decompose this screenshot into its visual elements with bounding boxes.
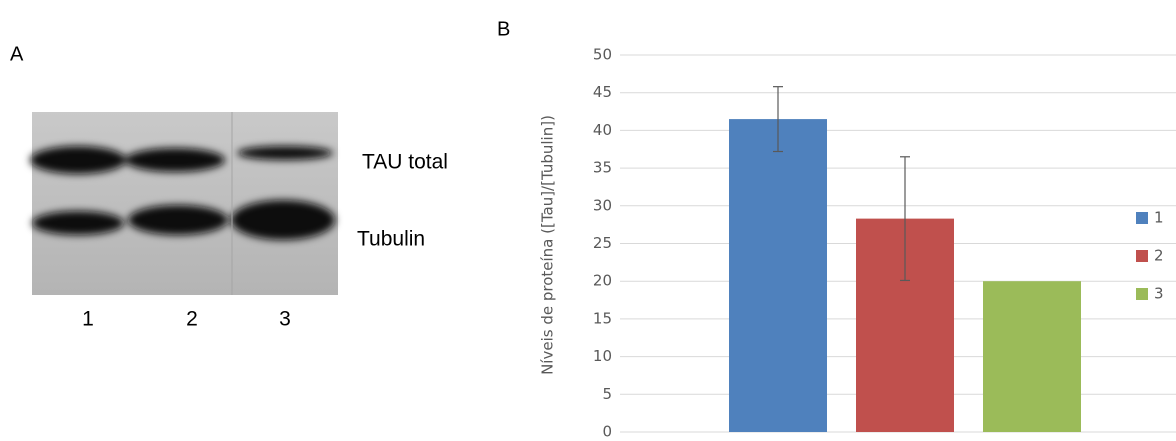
y-tick-label: 45	[593, 83, 612, 101]
lane-label: 2	[186, 308, 198, 331]
legend-swatch	[1136, 250, 1148, 262]
y-tick-label: 35	[593, 159, 612, 177]
lane-label: 3	[279, 308, 291, 331]
y-tick-label: 5	[602, 385, 612, 403]
panel-label: B	[497, 18, 510, 40]
legend-swatch	[1136, 288, 1148, 300]
y-tick-label: 10	[593, 347, 612, 365]
y-tick-label: 20	[593, 272, 612, 290]
bar	[729, 119, 827, 432]
y-tick-label: 40	[593, 121, 612, 139]
panel-a: A TAU total Tubulin 1 2 3	[10, 43, 448, 330]
panel-label: A	[10, 43, 24, 65]
band-label: TAU total	[362, 151, 448, 174]
y-tick-label: 0	[602, 423, 612, 441]
y-tick-label: 25	[593, 234, 612, 252]
y-tick-label: 30	[593, 196, 612, 214]
legend-label: 2	[1154, 247, 1164, 265]
legend-label: 1	[1154, 209, 1164, 227]
y-tick-label: 50	[593, 46, 612, 64]
y-tick-label: 15	[593, 309, 612, 327]
legend-swatch	[1136, 212, 1148, 224]
legend-label: 3	[1154, 285, 1164, 303]
bar	[983, 281, 1081, 432]
band-label: Tubulin	[357, 228, 425, 251]
lane-label: 1	[82, 308, 94, 331]
y-axis-label: Níveis de proteína ([Tau]/[Tubulin])	[539, 115, 557, 375]
figure: A TAU total Tubulin 1 2 3 B Níveis de pr…	[0, 0, 1176, 441]
